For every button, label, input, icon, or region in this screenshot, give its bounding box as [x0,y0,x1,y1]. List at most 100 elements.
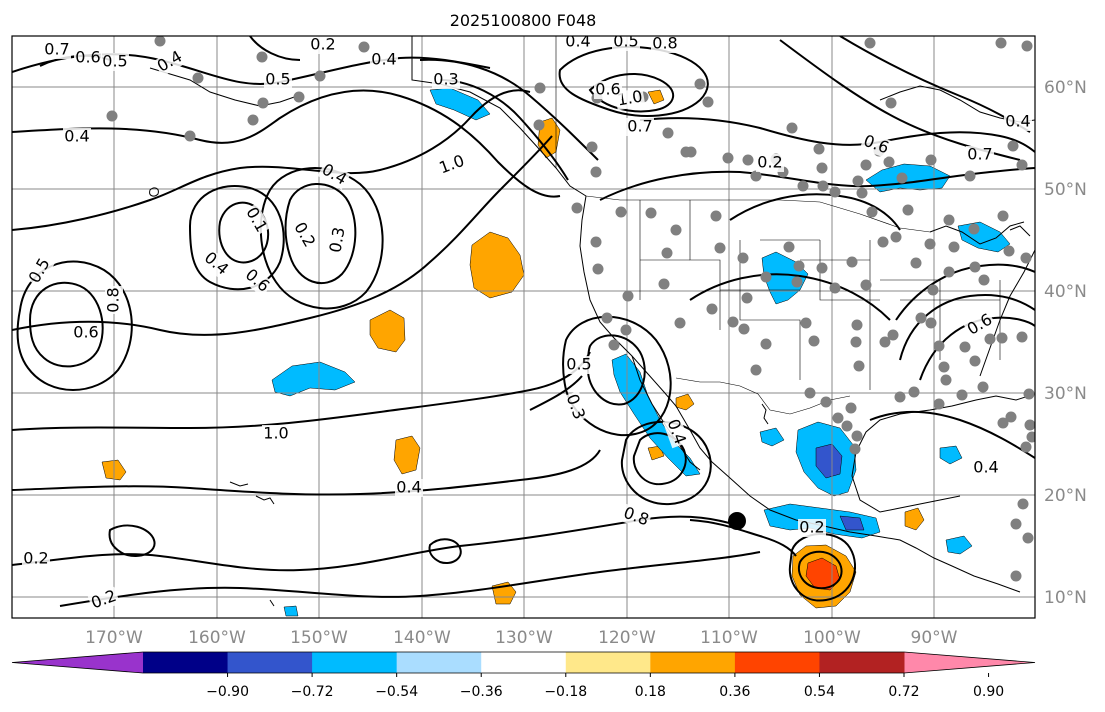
station-dot [674,317,686,329]
station-dot [645,207,657,219]
station-dot [817,180,829,192]
station-dot [853,360,865,372]
contour-label-background [72,324,100,342]
station-dot [741,292,753,304]
station-dot [908,386,920,398]
station-dot [615,206,627,218]
colorbar-swatch [481,652,567,673]
station-dot [1020,441,1032,453]
station-dot [1026,431,1035,443]
station-dot [710,210,722,222]
station-dot [996,332,1008,344]
station-dot [694,78,706,90]
contour-label: 0.5 [566,355,591,374]
contour-37 [108,524,156,558]
station-dot [106,110,118,122]
colorbar-swatch [650,652,736,673]
contour-label-background [612,36,640,51]
contour-label-background [614,87,646,111]
contour-label-background [626,118,654,136]
station-dot [995,37,1007,49]
shade-orange-central-america [904,507,925,531]
station-dot [534,82,546,94]
station-dot [793,260,805,272]
lat-label: 10°N [1044,588,1087,608]
lon-label: 120°W [598,628,656,648]
lon-label: 140°W [393,628,451,648]
contour-label-background [432,71,460,89]
shade-orange-hawaii-north [369,309,406,353]
contour-6 [12,449,601,496]
borders [555,36,1001,415]
shade-blue-baja-small [759,427,785,447]
map-title: 2025100800 F048 [450,11,597,30]
station-dot [670,224,682,236]
shaded-regions [101,87,1011,617]
lat-label: 30°N [1044,384,1087,404]
contour-label-background [105,286,123,314]
station-dot [887,329,899,341]
coast-aleutians [149,67,301,107]
contour-label-background [963,310,997,340]
contour-13 [28,281,104,368]
station-dot [783,241,795,253]
colorbar-swatch [565,652,651,673]
contour-label-background [370,51,398,69]
lon-label: 110°W [700,628,758,648]
contour-label-background [153,47,187,77]
contour-label-background [798,519,826,537]
contour-label-background [619,503,653,531]
shade-blue-central-america [945,535,973,555]
contour-label-background [594,81,622,99]
longitude-labels: 170°W 160°W 150°W 140°W 130°W 120°W 110°… [85,628,958,648]
contour-label-background [565,356,593,374]
shade-orange-pacific [469,231,525,299]
shade-blue-north-pacific [271,361,356,397]
station-dot [571,202,583,214]
lat-label: 60°N [1044,78,1087,98]
colorbar-swatch [734,652,820,673]
contour-label-background [74,49,102,67]
contour-40 [249,36,301,61]
station-dot [959,341,971,353]
station-dot [984,333,996,345]
station-dot [883,156,895,168]
station-dot [943,214,955,226]
station-dot [1024,419,1035,431]
contour-label: 0.3 [325,226,348,254]
station-dot [1005,411,1017,423]
contour-label-background [395,479,423,497]
station-dot [997,210,1009,222]
station-dot [924,238,936,250]
contour-label: 0.6 [75,48,100,67]
station-dot [592,263,604,275]
station-dot [850,336,862,348]
small-islands [149,187,1031,607]
contour-label-background [651,36,679,53]
station-dot [797,180,809,192]
station-dot [846,256,858,268]
station-dot [851,430,863,442]
station-dot [940,374,952,386]
station-dot [1022,532,1034,544]
contour-36 [529,375,583,411]
station-dot [890,231,902,243]
contour-label: 1.0 [616,86,644,109]
contour-label-background [240,265,274,297]
map-frame [11,35,1036,619]
lon-label: 100°W [803,628,861,648]
station-dot [184,130,196,142]
contour-label: 0.7 [627,117,652,136]
station-points [106,36,1035,582]
station-dot [750,170,762,182]
shade-blue-south-pacific [283,605,299,617]
contour-label: 0.2 [799,518,824,537]
shade-blue-california-coast [611,353,701,477]
station-dot [622,290,634,302]
station-dot [662,127,674,139]
colorbar-swatch [819,652,905,673]
station-dot [948,241,960,253]
shade-orange-central [393,435,421,475]
contour-label-background [1004,113,1032,131]
contour-label: 0.7 [44,40,69,59]
